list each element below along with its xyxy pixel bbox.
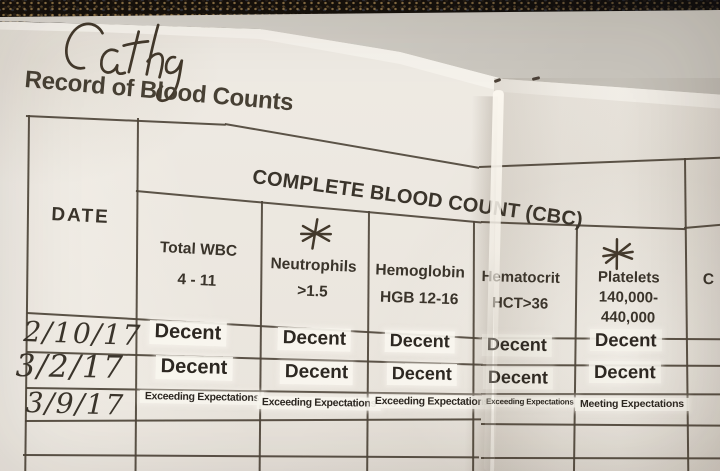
value-sticker: Decent (481, 334, 553, 357)
value-sticker: Exceeding Expectations (480, 397, 579, 408)
handwritten-date: 3/9/17 (25, 386, 126, 422)
column-range: 140,000-440,000 (598, 288, 659, 327)
handwritten-date: 3/2/17 (15, 348, 125, 386)
column-header-platelets: Platelets 140,000-440,000 (576, 267, 681, 329)
column-name: Neutrophils (270, 255, 357, 276)
column-header-hematocrit: Hematocrit HCT>36 (474, 267, 567, 315)
value-sticker: Decent (277, 327, 352, 352)
date-column-header: DATE (50, 204, 111, 229)
value-sticker: Meeting Expectations (575, 398, 689, 412)
column-name: Platelets (597, 268, 660, 287)
value-sticker: Decent (155, 355, 233, 381)
value-sticker: Decent (482, 367, 554, 390)
value-sticker: Decent (149, 320, 227, 347)
handwritten-name-signature (64, 22, 184, 102)
value-sticker: Decent (384, 330, 456, 354)
handwritten-asterisk-icon (299, 218, 333, 250)
value-sticker: Decent (588, 361, 661, 384)
value-sticker: Exceeding Expectations (256, 396, 382, 411)
column-header-neutrophils: Neutrophils >1.5 (261, 254, 365, 304)
column-header-hemoglobin: Hemoglobin HGB 12-16 (368, 260, 471, 310)
handwritten-date: 2/10/17 (22, 315, 143, 353)
column-range: HCT>36 (491, 294, 549, 313)
column-header-total-wbc: Total WBC 4 - 11 (137, 237, 258, 294)
value-sticker: Decent (589, 329, 662, 352)
value-sticker: Decent (279, 361, 354, 386)
next-column-partial-label: C (702, 271, 715, 289)
value-sticker: Decent (386, 363, 458, 386)
value-sticker: Exceeding Expectations (369, 395, 495, 410)
value-sticker: Exceeding Expectations (139, 390, 265, 406)
column-name: Hemoglobin (375, 261, 466, 282)
handwritten-asterisk-icon (602, 238, 634, 271)
column-name: Hematocrit (481, 267, 561, 288)
column-range: HGB 12-16 (379, 288, 459, 309)
